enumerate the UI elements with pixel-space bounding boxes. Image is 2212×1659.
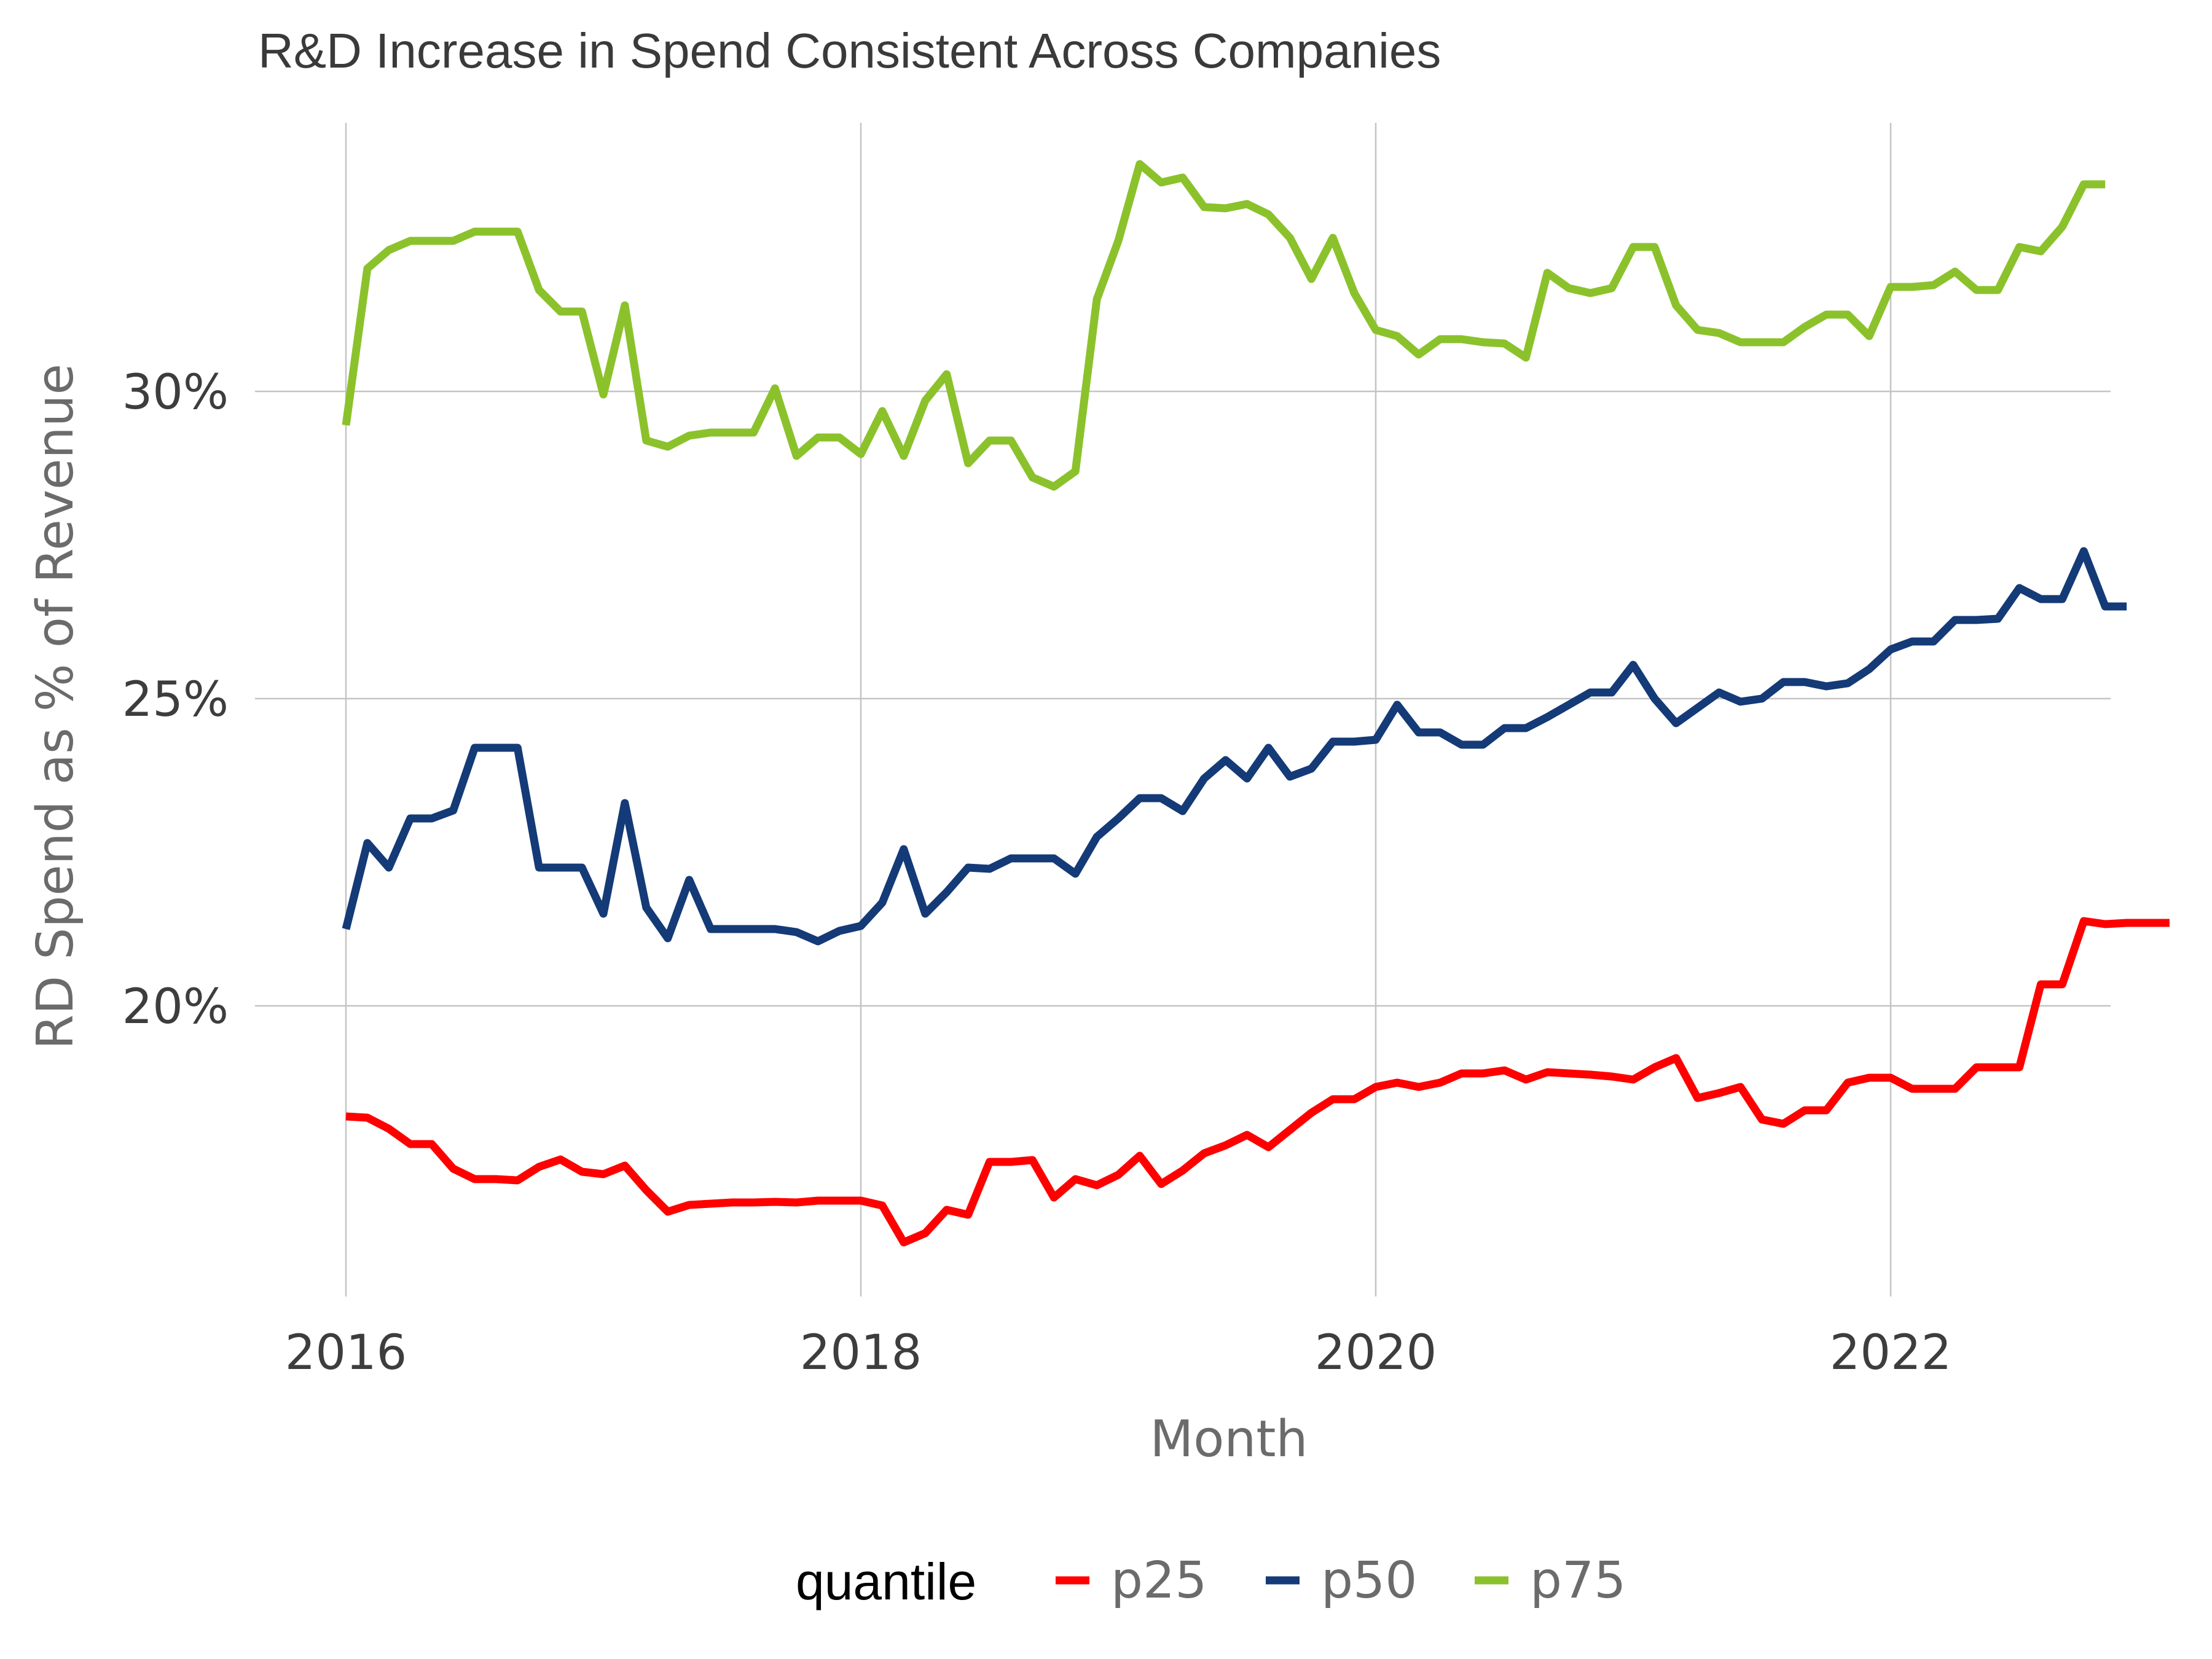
y-tick-label: 20% bbox=[122, 979, 229, 1035]
series-line-p25 bbox=[345, 917, 2170, 1247]
x-tick-label: 2016 bbox=[285, 1325, 407, 1381]
series-line-p75 bbox=[342, 160, 2106, 491]
chart-title: R&D Increase in Spend Consistent Across … bbox=[258, 23, 1441, 78]
legend-label-p50: p50 bbox=[1321, 1551, 1417, 1610]
y-tick-label: 30% bbox=[122, 365, 229, 420]
y-tick-label: 25% bbox=[122, 672, 229, 728]
series-lines bbox=[342, 160, 2170, 1247]
x-tick-label: 2022 bbox=[1830, 1325, 1952, 1381]
x-tick-label: 2018 bbox=[800, 1325, 922, 1381]
grid-lines bbox=[255, 123, 2111, 1296]
x-tick-labels: 2016 2018 2020 2022 bbox=[285, 1325, 1952, 1381]
legend: quantile p25 p50 p75 bbox=[796, 1551, 1626, 1610]
legend-title: quantile bbox=[796, 1553, 976, 1610]
legend-label-p75: p75 bbox=[1530, 1551, 1626, 1610]
x-axis-label: Month bbox=[1150, 1410, 1308, 1469]
y-tick-labels: 20% 25% 30% bbox=[122, 365, 229, 1035]
legend-label-p25: p25 bbox=[1111, 1551, 1207, 1610]
series-line-p50 bbox=[342, 547, 2127, 946]
y-axis-label: RD Spend as % of Revenue bbox=[26, 364, 85, 1049]
x-tick-label: 2020 bbox=[1315, 1325, 1437, 1381]
